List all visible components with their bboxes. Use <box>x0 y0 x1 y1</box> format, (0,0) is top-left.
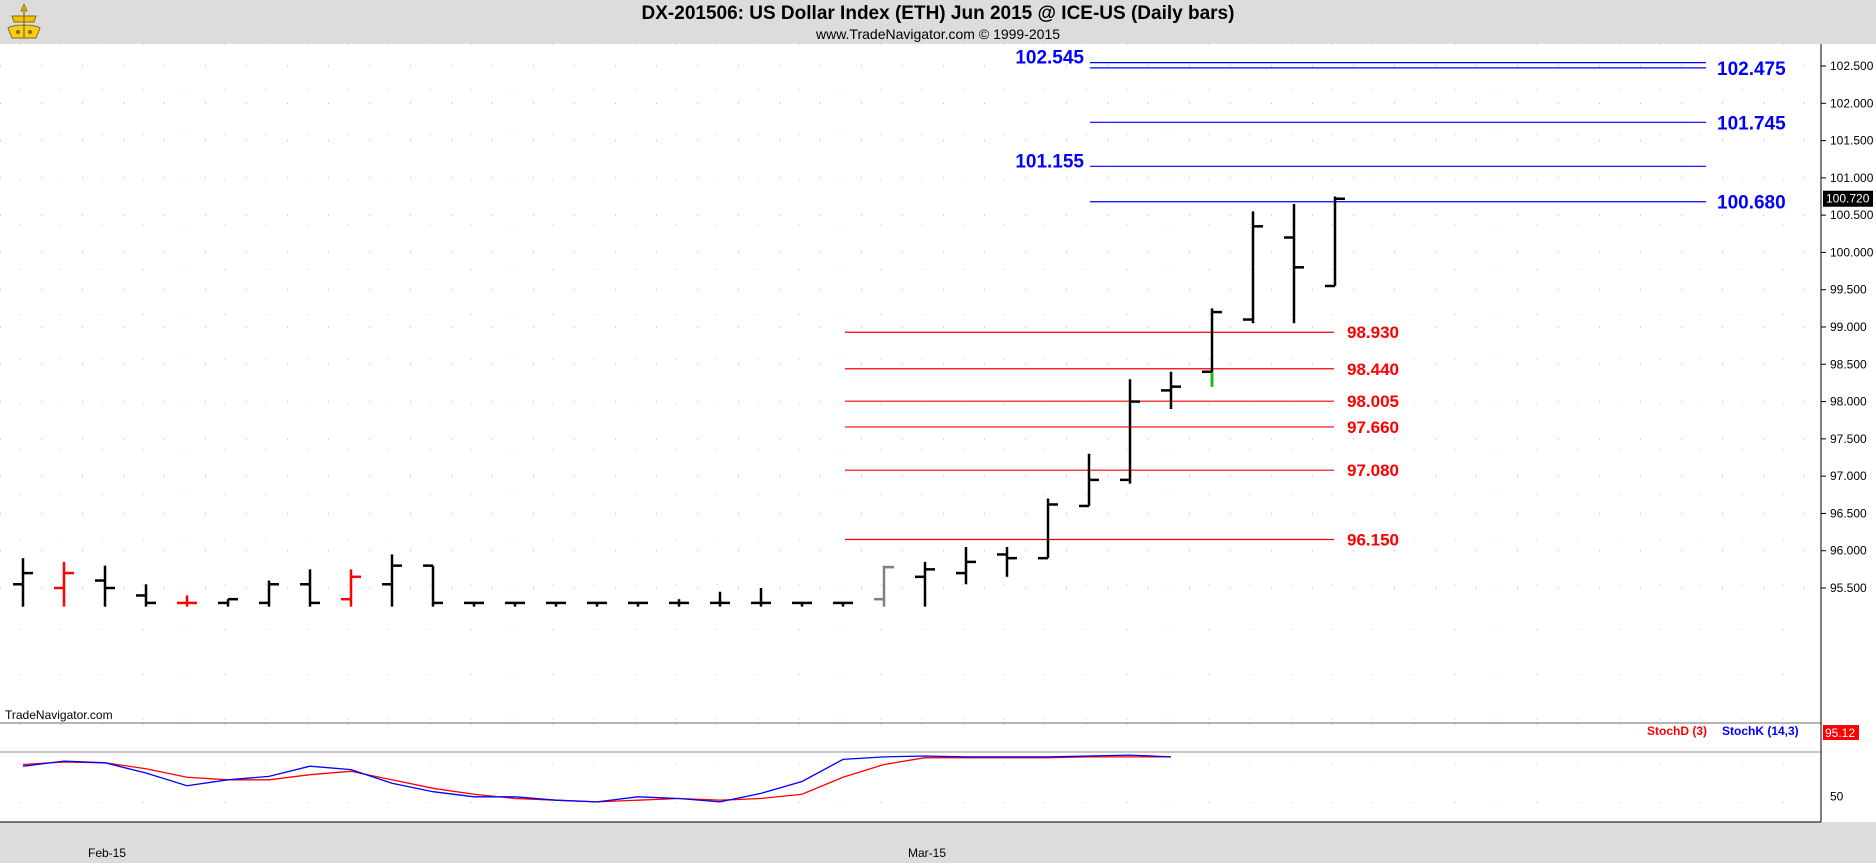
ohlc-bar <box>54 561 74 607</box>
ohlc-bar <box>464 601 484 607</box>
ohlc-bar <box>1284 203 1304 324</box>
ohlc-bar <box>13 558 33 607</box>
ohlc-bar <box>587 601 607 607</box>
y-tick-label: 101.000 <box>1830 171 1874 185</box>
y-tick-label: 101.500 <box>1830 134 1874 148</box>
last-price-marker <box>1823 190 1873 207</box>
stoch-y-tick-label: 50 <box>1830 790 1844 804</box>
stoch-last-value-label: 95.12 <box>1825 726 1855 740</box>
support-level-label: 96.150 <box>1347 531 1399 550</box>
y-tick-label: 98.000 <box>1830 395 1867 409</box>
ohlc-bar <box>300 569 320 607</box>
last-price-label: 100.720 <box>1826 192 1870 206</box>
ohlc-bar <box>341 569 361 607</box>
y-tick-label: 97.500 <box>1830 432 1867 446</box>
ohlc-bar <box>1038 498 1058 560</box>
stoch-k-line <box>22 754 1172 803</box>
ohlc-bar <box>669 599 689 607</box>
y-tick-label: 99.500 <box>1830 283 1867 297</box>
y-tick-label: 100.500 <box>1830 208 1874 222</box>
ohlc-bar <box>956 546 976 585</box>
panel-separator <box>0 722 1821 724</box>
gridlines <box>0 44 1821 722</box>
resistance-level-label: 101.155 <box>1015 151 1084 172</box>
ohlc-bar <box>423 564 443 607</box>
y-tick-label: 102.500 <box>1830 59 1874 73</box>
support-level-label: 97.080 <box>1347 461 1399 480</box>
ohlc-bar <box>915 561 935 607</box>
support-level-label: 98.440 <box>1347 360 1399 379</box>
right-axis-background <box>1821 44 1876 822</box>
ohlc-bar <box>997 546 1017 577</box>
ohlc-bar <box>628 601 648 607</box>
y-tick-label: 96.500 <box>1830 506 1867 520</box>
ohlc-bar <box>259 580 279 607</box>
watermark: TradeNavigator.com <box>5 708 113 722</box>
x-tick-label: Feb-15 <box>88 846 126 860</box>
ohlc-bar <box>792 601 812 607</box>
ohlc-bar <box>1243 211 1263 324</box>
ohlc-bar <box>833 601 853 607</box>
ohlc-bar <box>874 565 894 607</box>
stoch-last-value-marker <box>1823 725 1859 740</box>
stoch-background <box>0 724 1821 822</box>
y-tick-label: 98.500 <box>1830 357 1867 371</box>
y-tick-label: 95.500 <box>1830 581 1867 595</box>
ohlc-bar <box>546 601 566 607</box>
ohlc-bar <box>1079 453 1099 508</box>
resistance-level-label: 102.475 <box>1717 59 1786 80</box>
resistance-level-label: 100.680 <box>1717 193 1786 214</box>
chart-title: DX-201506: US Dollar Index (ETH) Jun 201… <box>641 3 1235 24</box>
x-axis-background <box>0 822 1876 863</box>
ohlc-bar <box>177 595 197 607</box>
trade-navigator-logo-icon <box>7 2 41 39</box>
chart-header: DX-201506: US Dollar Index (ETH) Jun 201… <box>0 0 1876 44</box>
price-levels: 102.545 102.475 101.745 101.155 100.680 98.93… <box>845 48 1786 550</box>
ohlc-bar <box>136 584 156 607</box>
ohlc-bar <box>1161 371 1181 410</box>
x-tick-label: Mar-15 <box>908 846 946 860</box>
y-tick-label: 100.000 <box>1830 245 1874 259</box>
ohlc-bar <box>95 565 115 607</box>
chart-subtitle: www.TradeNavigator.com © 1999-2015 <box>815 26 1061 42</box>
price-bars <box>13 196 1345 607</box>
ohlc-bar <box>505 601 525 607</box>
ohlc-bar <box>751 588 771 607</box>
y-tick-label: 102.000 <box>1830 96 1874 110</box>
y-tick-label: 97.000 <box>1830 469 1867 483</box>
plot-background <box>0 44 1821 722</box>
stochastic-panel: StochD (3) StochK (14,3) <box>0 724 1821 823</box>
resistance-level-label: 102.545 <box>1015 48 1084 69</box>
y-tick-label: 96.000 <box>1830 544 1867 558</box>
legend-stoch-d: StochD (3) <box>1647 724 1707 738</box>
ohlc-bar <box>382 554 402 607</box>
support-level-label: 97.660 <box>1347 418 1399 437</box>
ohlc-bar <box>1325 196 1345 288</box>
ohlc-bar <box>710 591 730 607</box>
ohlc-bar <box>218 597 238 607</box>
resistance-level-label: 101.745 <box>1717 113 1786 134</box>
support-level-label: 98.930 <box>1347 323 1399 342</box>
legend-stoch-k: StochK (14,3) <box>1722 724 1799 738</box>
axes: 95.500 96.000 96.500 97.000 97.500 98.000 98.5… <box>0 44 1876 863</box>
ohlc-bar <box>1120 379 1140 484</box>
support-level-label: 98.005 <box>1347 392 1399 411</box>
y-tick-label: 99.000 <box>1830 320 1867 334</box>
ohlc-bar <box>1202 308 1222 387</box>
